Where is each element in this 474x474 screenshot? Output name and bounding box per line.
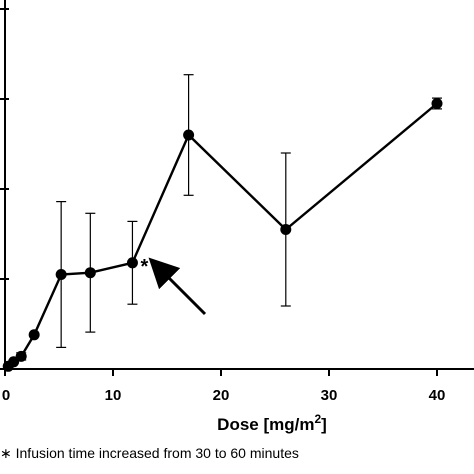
x-tick-label: 40: [429, 387, 446, 404]
annotation-arrow: [148, 257, 207, 316]
x-axis-title: Dose [mg/m2]: [217, 412, 327, 434]
x-tick-label: 20: [213, 387, 230, 404]
data-point: [431, 98, 443, 109]
series-line: [7, 102, 438, 368]
x-tick-labels: 0 10 20 30 40: [2, 387, 446, 404]
footnote-marker: ∗: [0, 445, 16, 461]
error-bars: [16, 74, 442, 361]
data-point: [15, 350, 27, 362]
footnote: ∗ Infusion time increased from 30 to 60 …: [0, 445, 299, 462]
axes: [0, 0, 474, 376]
footnote-text: Infusion time increased from 30 to 60 mi…: [15, 445, 299, 461]
annotation-asterisk: *: [140, 256, 148, 278]
data-point: [84, 267, 96, 279]
data-point: [280, 224, 292, 235]
data-point: [55, 269, 67, 280]
x-tick-label: 0: [2, 387, 10, 404]
x-tick-label: 30: [321, 387, 338, 404]
data-point: [28, 329, 40, 341]
data-point: [183, 129, 195, 141]
x-tick-label: 10: [105, 387, 122, 404]
data-points: [2, 98, 443, 372]
data-point: [126, 257, 138, 269]
